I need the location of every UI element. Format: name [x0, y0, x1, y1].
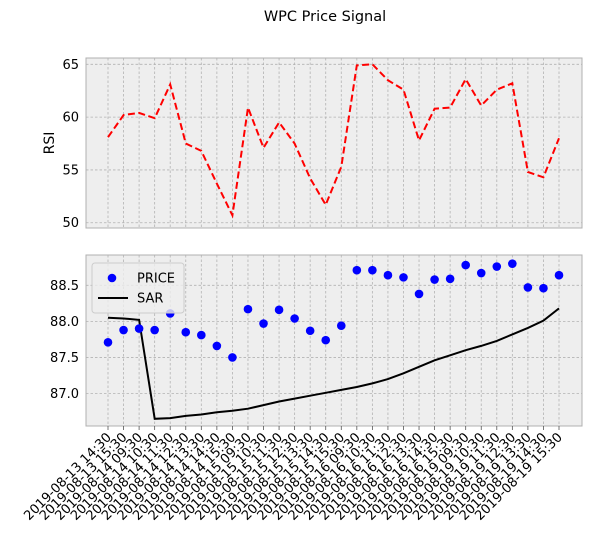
y-tick-label: 87.0 [50, 387, 79, 402]
rsi-y-axis-label: RSI [42, 132, 58, 155]
chart-title: WPC Price Signal [264, 9, 386, 25]
y-tick-label: 60 [62, 111, 79, 126]
price-point [290, 314, 299, 323]
y-tick-label: 88.0 [50, 315, 79, 330]
price-point [274, 305, 284, 315]
rsi-series [107, 63, 560, 219]
y-tick-label: 55 [62, 163, 79, 178]
y-tick-label: 88.5 [50, 279, 79, 294]
price-point [119, 325, 128, 335]
price-point [305, 326, 315, 336]
price-point [321, 335, 331, 345]
rsi-grid [86, 58, 582, 228]
price-point [399, 273, 408, 282]
price-point [150, 325, 159, 335]
legend-sar-label: SAR [137, 292, 163, 307]
price-point [492, 262, 502, 271]
price-point [181, 327, 191, 337]
price-point [259, 319, 268, 328]
price-y-axis: 87.0 87.5 88.0 88.5 [50, 279, 79, 402]
price-series [103, 259, 564, 362]
price-point [539, 283, 548, 293]
price-point [508, 259, 517, 268]
price-point [523, 283, 533, 292]
rsi-plot-area [85, 57, 583, 229]
legend-price-label: PRICE [137, 272, 175, 287]
price-point [134, 324, 144, 333]
y-tick-label: 87.5 [50, 351, 79, 366]
price-point [228, 353, 237, 362]
price-point [368, 265, 377, 275]
legend-price-marker [107, 273, 117, 283]
price-point [476, 268, 486, 278]
rsi-line [107, 63, 560, 219]
price-point [243, 304, 253, 314]
legend: PRICE SAR [91, 262, 185, 314]
sar-line [107, 307, 560, 420]
price-point [461, 260, 470, 270]
price-point [336, 321, 346, 331]
price-point [414, 289, 424, 299]
sar-series [107, 307, 560, 420]
price-point [383, 270, 393, 280]
price-point [554, 270, 564, 280]
price-point [103, 338, 113, 347]
price-point [352, 265, 362, 275]
price-point [197, 330, 206, 340]
rsi-y-axis: 50 55 60 65 [62, 58, 79, 231]
y-tick-label: 65 [62, 58, 79, 73]
rsi-panel: 50 55 60 65 RSI [42, 57, 583, 231]
price-point [212, 341, 222, 351]
price-point [430, 275, 439, 284]
price-point [445, 274, 455, 284]
price-panel: 87.0 87.5 88.0 88.5 2019-08-13 14:302019-08… [21, 254, 583, 524]
y-tick-label: 50 [62, 216, 79, 231]
